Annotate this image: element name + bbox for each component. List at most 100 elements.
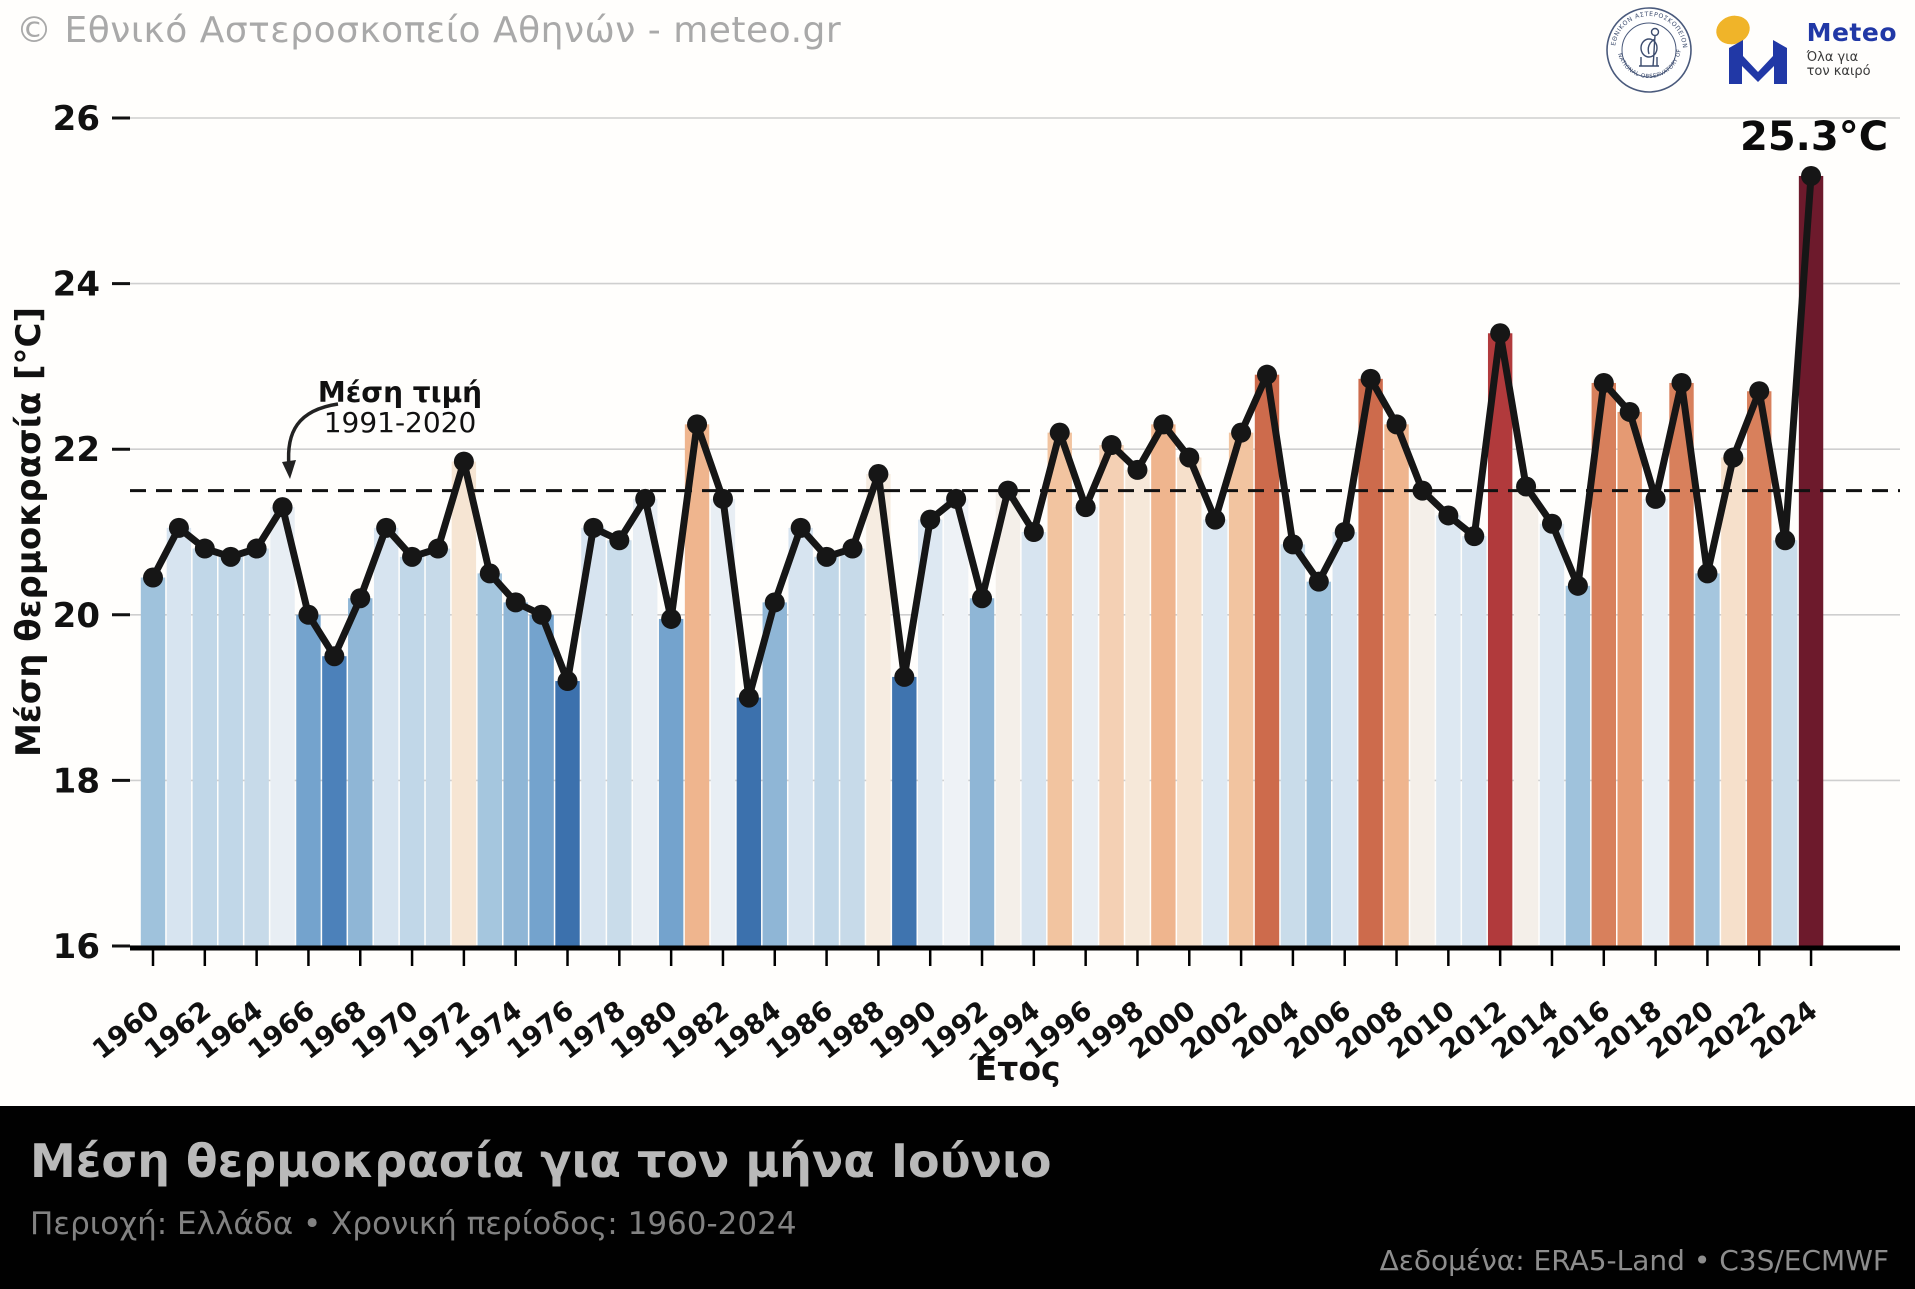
bar-1978 (607, 540, 632, 946)
data-point-2002 (1231, 422, 1252, 443)
data-point-1995 (1049, 422, 1070, 443)
data-point-2020 (1697, 563, 1718, 584)
bar-1993 (995, 490, 1021, 946)
bar-2023 (1772, 540, 1798, 946)
data-point-2016 (1593, 372, 1614, 393)
data-point-2015 (1567, 575, 1588, 596)
y-tick-label-16: 16 (53, 927, 100, 967)
data-point-1991 (946, 488, 967, 509)
bar-2009 (1410, 490, 1435, 946)
bar-2018 (1643, 498, 1668, 946)
data-point-1968 (350, 588, 371, 609)
observatory-seal-logo: ΕΘΝΙΚΟΝ ΑΣΤΕΡΟΣΚΟΠΕΙΟΝ ΑΘΗΝΩΝ NATIONAL O… (1605, 4, 1692, 93)
data-point-2018 (1645, 488, 1666, 509)
data-point-1961 (168, 517, 189, 538)
data-point-2013 (1516, 476, 1537, 497)
copyright-text: © Εθνικό Αστεροσκοπείο Αθηνών - meteo.gr (16, 10, 842, 51)
data-point-1988 (868, 464, 889, 485)
bar-1963 (218, 556, 243, 946)
bar-1999 (1151, 424, 1176, 946)
bar-2022 (1747, 391, 1772, 946)
x-axis-title: Έτος (968, 1049, 1060, 1088)
data-point-1960 (143, 567, 163, 588)
bar-1968 (348, 598, 373, 946)
y-axis: 16 18 20 22 24 26 Μέση θερμοκρασία [°C] (9, 99, 130, 967)
data-point-1979 (635, 488, 656, 509)
bar-2016 (1591, 382, 1616, 947)
data-point-1998 (1127, 459, 1148, 480)
data-point-1962 (194, 538, 215, 559)
y-tick-label-24: 24 (53, 265, 100, 305)
data-point-1987 (842, 538, 863, 559)
bar-2001 (1202, 519, 1228, 946)
data-point-1999 (1153, 414, 1174, 435)
annotation-arrowhead (282, 460, 296, 479)
data-point-1990 (920, 509, 941, 530)
bar-1995 (1047, 432, 1072, 946)
data-source: Δεδομένα: ERA5-Land • C3S/ECMWF (1379, 1244, 1889, 1277)
meteo-logo: Meteo Όλα για τον καιρό (1711, 4, 1897, 88)
y-axis-title: Μέση θερμοκρασία [°C] (9, 307, 49, 757)
data-point-2010 (1438, 505, 1459, 526)
data-point-2012 (1490, 323, 1511, 344)
temperature-chart: 16 18 20 22 24 26 Μέση θερμοκρασία [°C] 1960196… (9, 99, 1900, 1088)
data-point-1981 (687, 414, 708, 435)
bar-1964 (244, 548, 269, 946)
bar-2005 (1306, 581, 1332, 946)
data-point-2005 (1308, 571, 1329, 592)
data-point-1992 (972, 588, 993, 609)
bar-1996 (1073, 507, 1098, 946)
bar-2000 (1177, 457, 1202, 946)
data-point-2021 (1723, 447, 1744, 468)
bar-1970 (399, 556, 425, 946)
bar-1962 (192, 548, 218, 946)
data-point-2004 (1282, 534, 1303, 555)
data-point-2003 (1257, 364, 1278, 385)
meteo-logo-name: Meteo (1806, 18, 1897, 47)
data-point-1965 (272, 497, 293, 518)
data-point-2000 (1179, 447, 1200, 468)
bar-1967 (322, 656, 347, 946)
meteo-logo-tagline: Όλα για τον καιρό (1806, 50, 1871, 79)
bar-1966 (296, 614, 321, 946)
data-point-1984 (764, 592, 785, 613)
data-point-1994 (1023, 522, 1044, 542)
bar-1998 (1125, 469, 1150, 946)
data-point-2023 (1775, 530, 1796, 551)
peak-value-label: 25.3°C (1740, 114, 1888, 160)
data-point-1989 (894, 666, 915, 687)
bar-1974 (503, 602, 528, 946)
bar-1961 (166, 527, 192, 946)
y-tick-label-22: 22 (53, 430, 100, 470)
data-point-2014 (1541, 513, 1562, 534)
bar-1971 (425, 548, 451, 946)
bar-2015 (1565, 585, 1591, 946)
bar-2017 (1617, 411, 1642, 946)
bar-1992 (969, 598, 995, 946)
bar-1990 (918, 519, 943, 946)
mean-label: Μέση τιμή (318, 376, 482, 409)
bar-1980 (658, 618, 684, 946)
bar-1973 (477, 573, 502, 946)
meteo-logo-mark (1715, 15, 1787, 84)
data-point-2009 (1412, 480, 1433, 501)
bar-2003 (1254, 374, 1280, 946)
bar-2014 (1539, 523, 1565, 946)
data-point-1996 (1075, 497, 1096, 518)
data-point-2017 (1619, 401, 1640, 422)
bar-2019 (1669, 382, 1694, 947)
bar-1991 (943, 498, 969, 946)
data-point-1977 (583, 517, 604, 538)
bar-1969 (373, 527, 399, 946)
y-tick-label-18: 18 (53, 761, 100, 801)
data-point-2001 (1205, 509, 1226, 530)
bar-1987 (840, 548, 865, 946)
bar-2020 (1695, 573, 1720, 946)
data-point-1971 (427, 538, 448, 559)
meteo-m-glyph (1728, 40, 1787, 84)
footer-band: Μέση θερμοκρασία για τον μήνα Ιούνιο Περ… (0, 1106, 1915, 1289)
bar-1965 (270, 507, 295, 946)
data-point-1964 (246, 538, 267, 559)
bar-1976 (555, 681, 580, 946)
y-tick-label-26: 26 (53, 99, 100, 139)
